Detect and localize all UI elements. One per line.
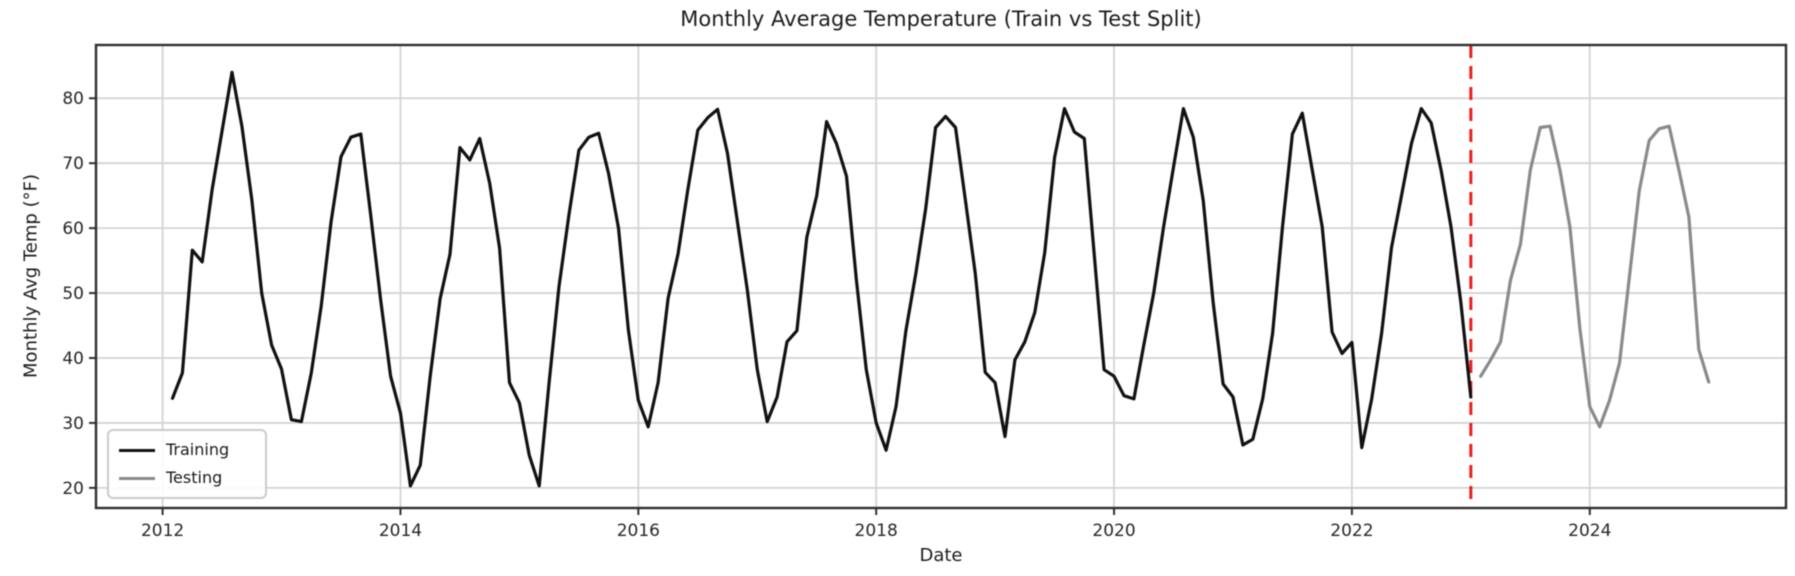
y-tick-label: 80 [62,89,84,109]
x-tick-label: 2012 [141,521,184,541]
legend-entry-training: Training [119,442,255,458]
legend-label-training: Training [166,440,230,459]
y-tick-label: 70 [62,154,84,174]
x-tick-label: 2022 [1330,521,1373,541]
x-tick-label: 2018 [855,521,898,541]
y-tick-label: 50 [62,284,84,304]
legend-entry-testing: Testing [119,470,255,486]
legend: Training Testing [107,429,267,499]
x-tick-label: 2016 [617,521,660,541]
training-series-line [170,70,1473,488]
testing-line-swatch [119,476,155,480]
y-tick-label: 60 [62,219,84,239]
axis-tick-labels: 2012 2014 2016 2018 2020 2022 2024 20 30 40 50 60 70… [62,89,1611,541]
testing-series-line [1479,124,1711,429]
gridlines [96,45,1786,508]
axis-ticks [89,97,1591,515]
x-tick-label: 2014 [379,521,422,541]
legend-label-testing: Testing [166,468,223,487]
x-tick-label: 2020 [1092,521,1135,541]
training-line-swatch [119,448,155,452]
x-axis-label: Date [919,545,963,566]
y-tick-label: 40 [62,349,84,369]
chart-title: Monthly Average Temperature (Train vs Te… [680,7,1202,31]
plot-border [94,43,1788,510]
y-tick-label: 20 [62,479,84,499]
x-tick-label: 2024 [1568,521,1611,541]
y-tick-label: 30 [62,414,84,434]
